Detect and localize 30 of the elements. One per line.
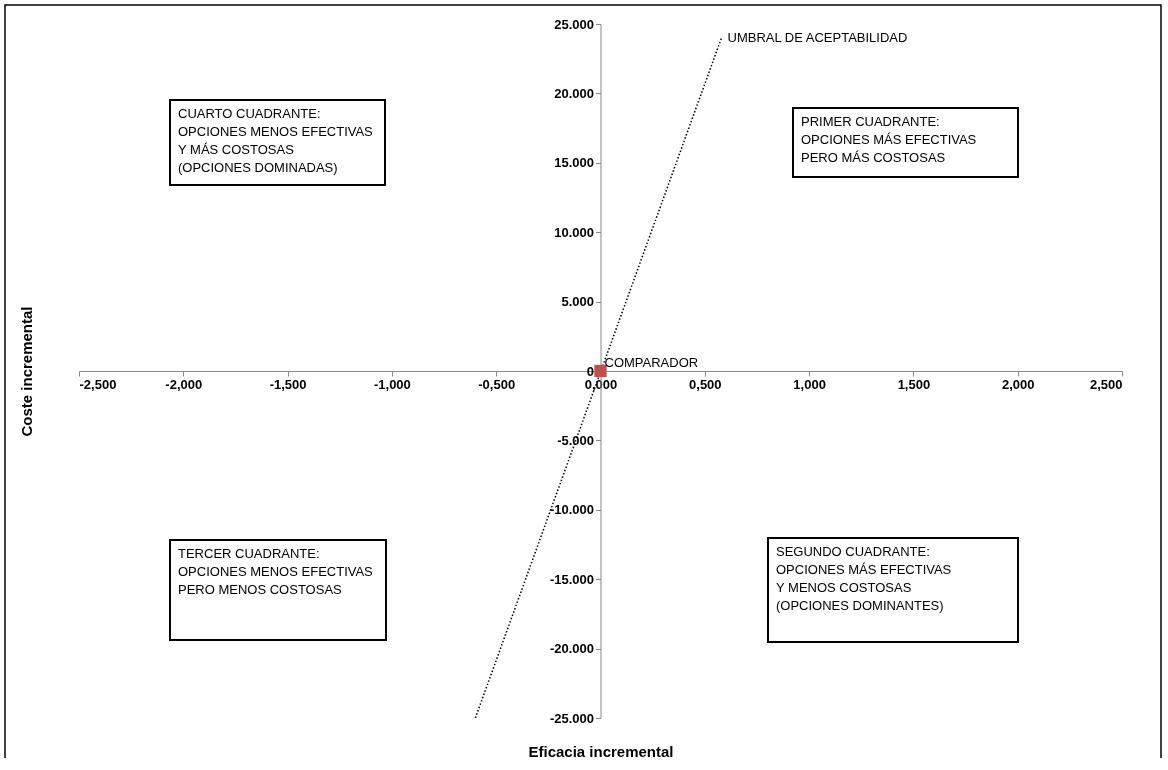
annotation: PRIMER CUADRANTE: OPCIONES MÁS EFECTIVAS PERO MÁS COSTOSAS <box>801 114 977 165</box>
x-tick-label: -1,000 <box>373 376 411 392</box>
y-axis-title: Coste incremental <box>17 306 35 437</box>
y-tick-label: 10.000 <box>554 224 594 240</box>
x-tick-label: 2,000 <box>1001 376 1035 392</box>
y-tick-label: 5.000 <box>561 294 594 310</box>
x-tick-label: -0,500 <box>478 376 516 392</box>
y-tick-label: -10.000 <box>549 502 594 518</box>
x-tick-label: 0,000 <box>584 376 618 392</box>
y-tick-label: -20.000 <box>549 641 594 657</box>
x-tick-label: -2,500 <box>79 376 117 392</box>
y-tick-label: -5.000 <box>557 432 594 448</box>
y-tick-label: 25.000 <box>554 16 594 32</box>
x-tick-label: 2,500 <box>1089 376 1123 392</box>
x-tick-label: -1,500 <box>269 376 307 392</box>
y-tick-label: 20.000 <box>554 85 594 101</box>
x-tick-label: 0,500 <box>689 376 722 392</box>
annotation: CUARTO CUADRANTE: OPCIONES MENOS EFECTIVAS Y MÁS COSTOSAS (OPCIONES DOMINADAS) <box>178 106 374 175</box>
y-tick-label: 0 <box>586 363 594 379</box>
y-tick-label: -15.000 <box>549 571 594 587</box>
series-label: COMPARADOR <box>604 355 699 370</box>
annotation: SEGUNDO CUADRANTE: OPCIONES MÁS EFECTIVAS Y MENOS COSTOSAS (OPCIONES DOMINANTES) <box>776 544 952 613</box>
y-tick-label: 15.000 <box>554 155 594 171</box>
x-tick-label: -2,000 <box>165 376 203 392</box>
annotation: TERCER CUADRANTE: OPCIONES MENOS EFECTIVAS PERO MENOS COSTOSAS <box>178 546 374 597</box>
series-label: UMBRAL DE ACEPTABILIDAD <box>727 29 908 45</box>
x-tick-label: 1,000 <box>793 376 826 392</box>
y-tick-label: -25.000 <box>549 710 594 726</box>
x-axis-title: Eficacia incremental <box>528 742 674 760</box>
x-tick-label: 1,500 <box>897 376 931 392</box>
